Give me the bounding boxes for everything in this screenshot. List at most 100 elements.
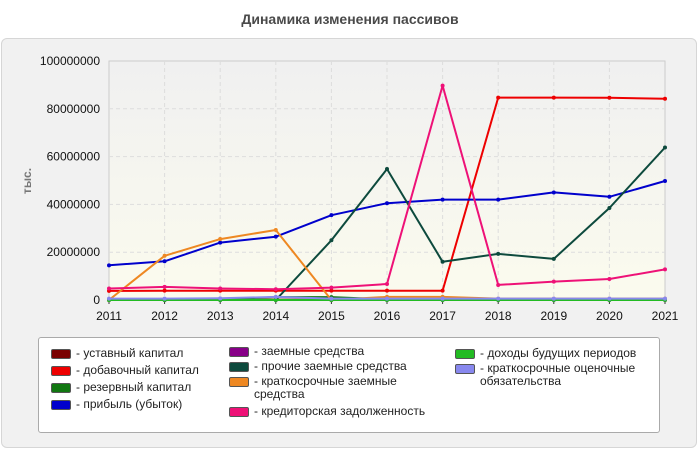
series-4-point bbox=[440, 197, 445, 202]
x-tick-label: 2020 bbox=[596, 309, 623, 323]
x-tick-label: 2014 bbox=[262, 309, 289, 323]
series-4-point bbox=[107, 263, 111, 268]
series-8-point bbox=[551, 279, 556, 284]
series-2-point bbox=[329, 288, 334, 293]
legend-swatch bbox=[229, 347, 249, 357]
legend-swatch bbox=[51, 366, 71, 376]
series-8-point bbox=[440, 83, 445, 88]
series-10-point bbox=[162, 296, 167, 301]
series-7-point bbox=[273, 227, 278, 232]
series-6-point bbox=[496, 251, 501, 256]
series-6-point bbox=[551, 256, 556, 261]
legend-swatch bbox=[51, 349, 71, 359]
series-8-point bbox=[329, 285, 334, 290]
series-8-point bbox=[273, 287, 278, 292]
x-tick-label: 2011 bbox=[96, 309, 122, 323]
series-4-point bbox=[496, 197, 501, 202]
series-2-point bbox=[496, 95, 501, 100]
legend-item[interactable]: - прочие заемные средства bbox=[229, 360, 444, 373]
series-6-point bbox=[663, 145, 667, 150]
x-tick-label: 2018 bbox=[485, 309, 512, 323]
legend-item[interactable]: - прибыль (убыток) bbox=[51, 398, 221, 411]
y-tick-label: 0 bbox=[93, 293, 100, 307]
legend-swatch bbox=[51, 383, 71, 393]
chart-plot: 0 20000000 40000000 60000000 80000000 1000000… bbox=[20, 54, 679, 323]
series-8-point bbox=[496, 282, 501, 287]
series-6-point bbox=[329, 238, 334, 243]
series-10-point bbox=[329, 296, 334, 301]
legend-label: - краткосрочные заемные средства bbox=[254, 374, 397, 401]
y-tick-label: 60000000 bbox=[47, 150, 101, 164]
x-tick-label: 2013 bbox=[207, 309, 234, 323]
legend-label: - краткосрочные оценочные обязательства bbox=[480, 361, 636, 388]
legend-label: - прочие заемные средства bbox=[254, 359, 407, 373]
legend-item[interactable]: - резервный капитал bbox=[51, 381, 221, 394]
series-4-point bbox=[329, 213, 334, 218]
x-tick-label: 2012 bbox=[151, 309, 178, 323]
series-10-point bbox=[607, 296, 612, 301]
series-4-point bbox=[273, 234, 278, 239]
series-10-point bbox=[107, 296, 111, 301]
y-tick-label: 80000000 bbox=[47, 102, 101, 116]
series-4-point bbox=[551, 190, 556, 195]
series-6-point bbox=[607, 205, 612, 210]
series-6-point bbox=[440, 259, 445, 264]
series-7-point bbox=[218, 237, 223, 242]
legend-swatch bbox=[229, 362, 249, 372]
y-tick-label: 100000000 bbox=[40, 54, 100, 68]
y-tick-label: 20000000 bbox=[47, 245, 101, 259]
y-axis-label: тыс. bbox=[20, 168, 34, 194]
series-6-point bbox=[385, 167, 389, 172]
series-8-point bbox=[385, 281, 389, 286]
x-tick-label: 2017 bbox=[429, 309, 456, 323]
series-10-point bbox=[218, 296, 223, 301]
series-10-point bbox=[496, 296, 501, 301]
series-10-point bbox=[440, 296, 445, 301]
legend-label: - доходы будущих периодов bbox=[480, 346, 637, 360]
series-8-point bbox=[107, 286, 111, 291]
legend-swatch bbox=[455, 349, 475, 359]
legend-item[interactable]: - доходы будущих периодов bbox=[455, 347, 650, 360]
legend-item[interactable]: - кредиторская задолженность bbox=[229, 405, 444, 418]
legend-item[interactable]: - добавочный капитал bbox=[51, 364, 221, 377]
series-2 bbox=[107, 95, 667, 293]
series-10 bbox=[107, 294, 667, 301]
series-10-point bbox=[551, 296, 556, 301]
series-4-point bbox=[663, 178, 667, 183]
series-10-point bbox=[273, 294, 278, 299]
legend-item[interactable]: - краткосрочные заемные средства bbox=[229, 375, 444, 401]
series-4-point bbox=[607, 194, 612, 199]
legend-swatch bbox=[229, 407, 249, 417]
legend-swatch bbox=[51, 400, 71, 410]
series-9-point bbox=[273, 298, 278, 302]
series-2-point bbox=[440, 288, 445, 293]
series-8-point bbox=[607, 276, 612, 281]
series-2-point bbox=[162, 288, 167, 293]
series-4-point bbox=[162, 259, 167, 264]
series-10-point bbox=[385, 296, 389, 301]
x-tick-label: 2019 bbox=[540, 309, 567, 323]
legend-label: - прибыль (убыток) bbox=[76, 397, 183, 411]
series-10-point bbox=[663, 296, 667, 301]
series-2-point bbox=[607, 95, 612, 100]
legend-label: - уставный капитал bbox=[76, 346, 184, 360]
series-8 bbox=[107, 83, 667, 292]
series-8-point bbox=[663, 267, 667, 272]
series-4-point bbox=[385, 201, 389, 206]
chart-legend: - уставный капитал - добавочный капитал - … bbox=[38, 337, 660, 433]
legend-item[interactable]: - уставный капитал bbox=[51, 347, 221, 360]
legend-swatch bbox=[229, 377, 249, 387]
series-8-point bbox=[162, 284, 167, 289]
legend-label: - заемные средства bbox=[254, 344, 365, 358]
series-8-point bbox=[218, 286, 223, 291]
series-4-point bbox=[218, 240, 223, 245]
series-4 bbox=[107, 178, 667, 268]
legend-item[interactable]: - краткосрочные оценочные обязательства bbox=[455, 362, 650, 388]
x-tick-label: 2021 bbox=[652, 309, 679, 323]
legend-item[interactable]: - заемные средства bbox=[229, 345, 444, 358]
legend-label: - кредиторская задолженность bbox=[254, 404, 426, 418]
y-tick-label: 40000000 bbox=[47, 197, 101, 211]
legend-swatch bbox=[455, 364, 475, 374]
series-7-point bbox=[162, 253, 167, 258]
legend-label: - добавочный капитал bbox=[76, 363, 199, 377]
